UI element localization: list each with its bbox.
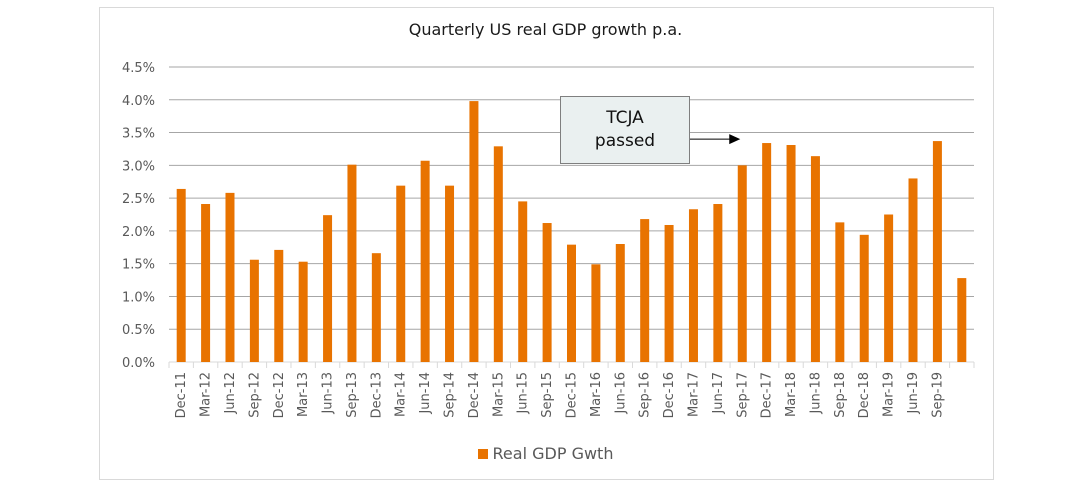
y-tick-label: 0.5% (122, 323, 155, 338)
bar (347, 164, 357, 362)
bar (762, 143, 772, 362)
x-axis: Dec-11 Mar-12 Jun-12 Sep-12 Dec-12 Mar-13 Jun-… (168, 362, 975, 418)
bar (786, 145, 796, 362)
bar (201, 204, 211, 362)
legend-label: Real GDP Gwth (492, 444, 614, 463)
x-tick-label: Dec-17 (760, 372, 775, 418)
x-tick-label: Dec-18 (857, 372, 872, 418)
annotation-arrow (689, 134, 741, 145)
x-tick-label: Sep-13 (345, 372, 360, 418)
x-tick-label: Jun-19 (906, 372, 921, 415)
y-tick-label: 4.5% (122, 61, 155, 76)
legend-swatch (477, 449, 488, 459)
bar (957, 278, 967, 362)
bar (615, 244, 625, 362)
bar (688, 209, 698, 362)
chart-title: Quarterly US real GDP growth p.a. (408, 20, 683, 39)
x-tick-label: Dec-13 (369, 372, 384, 418)
bar (884, 214, 894, 362)
x-tick-label: Sep-15 (540, 372, 555, 418)
bar (567, 244, 576, 362)
bar (932, 141, 942, 362)
x-tick-label: Dec-11 (174, 372, 189, 418)
bar (225, 192, 235, 362)
y-tick-label: 4.0% (122, 94, 155, 109)
x-tick-label: Mar-13 (296, 372, 311, 417)
y-tick-label: 0.0% (122, 356, 155, 371)
x-tick-label: Sep-16 (638, 372, 653, 418)
x-tick-label: Mar-16 (589, 372, 604, 417)
x-tick-label: Sep-14 (443, 372, 458, 418)
y-tick-label: 1.5% (122, 258, 155, 273)
x-tick-label: Dec-16 (662, 372, 677, 418)
x-tick-label: Mar-14 (394, 372, 409, 417)
bar (664, 224, 674, 362)
x-tick-label: Dec-14 (467, 372, 482, 418)
x-tick-label: Mar-12 (199, 372, 214, 417)
bar (542, 223, 552, 362)
x-tick-label: Dec-15 (565, 372, 580, 418)
bar (591, 264, 601, 362)
x-tick-label: Dec-12 (272, 372, 287, 418)
bar (445, 185, 455, 362)
bar (249, 259, 259, 362)
y-axis: 0.0% 0.5% 1.0% 1.5% 2.0% 2.5% 3.0% 3.5% 4.0% 4.5% (122, 61, 155, 371)
bars (176, 101, 967, 362)
x-tick-label: Sep-12 (247, 372, 262, 418)
bar (396, 185, 406, 362)
legend: Real GDP Gwth (0, 444, 1091, 463)
y-tick-label: 3.5% (122, 127, 155, 142)
bar (713, 204, 723, 362)
x-tick-label: Sep-19 (930, 372, 945, 418)
bar (810, 156, 820, 362)
x-tick-label: Sep-17 (735, 372, 750, 418)
x-tick-label: Mar-17 (686, 372, 701, 417)
x-tick-label: Jun-16 (613, 372, 628, 415)
bar (493, 146, 503, 362)
y-tick-label: 2.0% (122, 225, 155, 240)
x-tick-label: Mar-18 (784, 372, 799, 417)
x-tick-label: Jun-13 (321, 372, 336, 415)
x-tick-label: Mar-19 (882, 372, 897, 417)
y-tick-label: 3.0% (122, 159, 155, 174)
bar (737, 165, 747, 362)
bar (274, 249, 284, 362)
annotation-tcja: TCJA passed (560, 96, 690, 164)
y-tick-label: 2.5% (122, 192, 155, 207)
x-tick-label: Jun-18 (808, 372, 823, 415)
x-tick-label: Jun-12 (223, 372, 238, 415)
bar (640, 219, 650, 362)
arrow-head (729, 134, 741, 145)
x-tick-label: Jun-15 (516, 372, 531, 415)
bar (908, 178, 918, 362)
y-tick-label: 1.0% (122, 290, 155, 305)
bar (518, 201, 528, 362)
bar (323, 215, 333, 362)
x-tick-label: Mar-15 (491, 372, 506, 417)
bar (176, 188, 186, 362)
bar (469, 101, 479, 362)
bar (420, 160, 430, 362)
x-tick-label: Jun-17 (711, 372, 726, 415)
x-tick-label: Jun-14 (418, 372, 433, 415)
bar (835, 222, 845, 362)
x-tick-label: Sep-18 (833, 372, 848, 418)
bar (371, 253, 381, 362)
bar (859, 234, 869, 362)
bar (298, 261, 308, 362)
